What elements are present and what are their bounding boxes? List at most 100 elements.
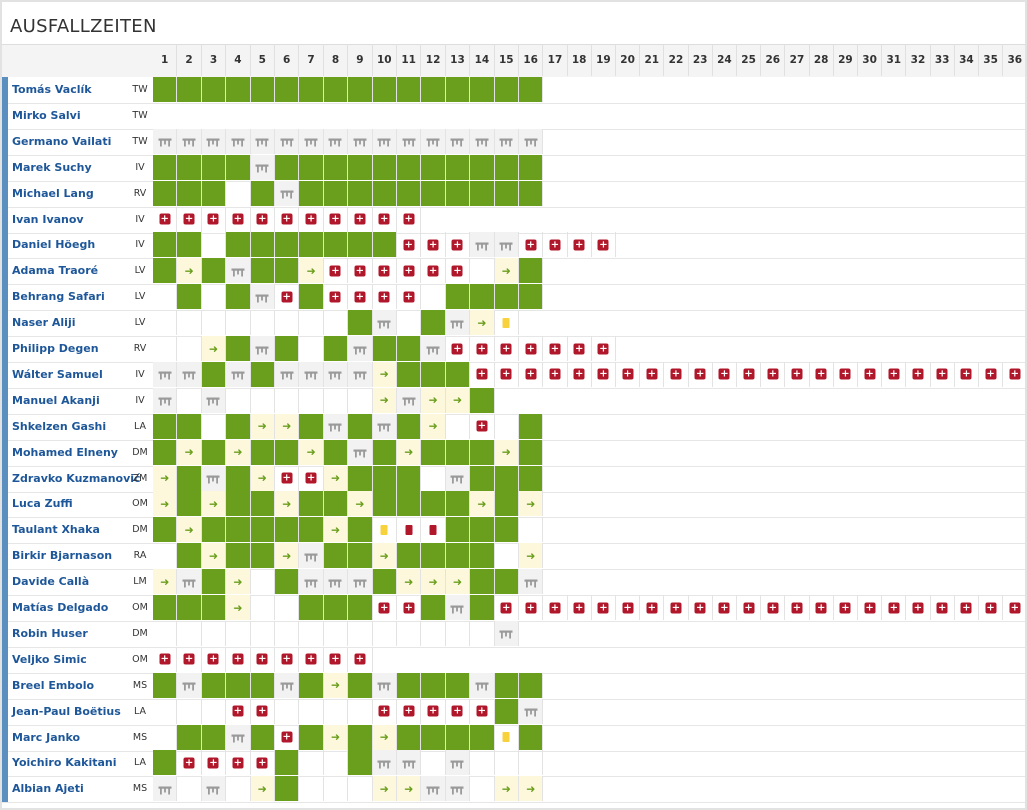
player-name-link[interactable]: Veljko Simic xyxy=(12,652,87,666)
cell-played xyxy=(372,154,397,180)
cell-substitution: ➜ xyxy=(372,361,397,387)
cell-played xyxy=(348,724,373,750)
cell-injury: + xyxy=(446,336,471,361)
player-name-link[interactable]: Birkir Bjarnason xyxy=(12,549,113,563)
injury-cross-icon: + xyxy=(305,653,317,665)
row-accent-bar xyxy=(2,387,8,414)
cell-red-card xyxy=(421,517,446,543)
player-name-link[interactable]: Ivan Ivanov xyxy=(12,212,84,226)
cell-injury: + xyxy=(226,698,251,724)
player-name-link[interactable]: Marek Suchy xyxy=(12,160,92,174)
player-name-link[interactable]: Behrang Safari xyxy=(12,290,105,304)
cell-played xyxy=(470,387,495,413)
player-name-link[interactable]: Mirko Salvi xyxy=(12,108,81,122)
row-accent-bar xyxy=(2,206,8,233)
cell-played xyxy=(519,77,544,102)
substitution-arrow-icon: ➜ xyxy=(208,497,219,511)
cell-empty xyxy=(348,620,373,646)
player-name-link[interactable]: Jean-Paul Boëtius xyxy=(12,704,121,718)
cell-played xyxy=(372,439,397,465)
player-row: Manuel Akanji IV ➜ ➜ ➜ xyxy=(2,387,1025,415)
injury-cross-icon: + xyxy=(427,265,439,277)
cell-bench xyxy=(299,128,324,154)
player-name-link[interactable]: Adama Traoré xyxy=(12,264,99,278)
matchday-23: 23 xyxy=(689,44,713,76)
player-name-link[interactable]: Robin Huser xyxy=(12,626,88,640)
cell-substitution: ➜ xyxy=(153,465,178,491)
player-name-link[interactable]: Luca Zuffi xyxy=(12,497,73,511)
substitution-arrow-icon: ➜ xyxy=(160,575,170,589)
cell-bench xyxy=(177,672,202,698)
cell-injury: + xyxy=(882,595,907,620)
player-name-link[interactable]: Zdravko Kuzmanović xyxy=(12,471,141,485)
substitution-arrow-icon: ➜ xyxy=(501,445,511,459)
bench-icon xyxy=(158,391,172,410)
player-name-link[interactable]: Shkelzen Gashi xyxy=(12,419,107,433)
player-name-link[interactable]: Germano Vailati xyxy=(12,134,112,148)
cell-played xyxy=(470,517,495,543)
cell-played xyxy=(299,595,324,620)
cell-played xyxy=(201,439,227,465)
cell-injury: + xyxy=(373,284,397,310)
player-name-link[interactable]: Tomás Vaclík xyxy=(12,83,92,96)
matchday-8: 8 xyxy=(324,44,349,76)
player-name-link[interactable]: Daniel Höegh xyxy=(12,238,96,252)
injury-cross-icon: + xyxy=(670,368,682,380)
cell-played xyxy=(348,154,373,180)
player-name-link[interactable]: Matías Delgado xyxy=(12,601,109,614)
player-position: MS xyxy=(132,783,148,795)
player-name-link[interactable]: Mohamed Elneny xyxy=(12,445,118,459)
player-name-link[interactable]: Taulant Xhaka xyxy=(12,523,100,537)
player-name-link[interactable]: Marc Janko xyxy=(12,730,81,744)
substitution-arrow-icon: ➜ xyxy=(208,342,219,355)
cell-red-card xyxy=(397,517,422,543)
cell-played xyxy=(153,413,178,439)
cell-injury: + xyxy=(713,361,737,387)
cell-injury: + xyxy=(568,232,592,258)
matchday-7: 7 xyxy=(299,44,324,76)
bench-icon xyxy=(328,417,342,436)
cell-played xyxy=(153,154,178,180)
bench-icon xyxy=(402,753,416,772)
cell-played xyxy=(494,491,519,517)
matchday-20: 20 xyxy=(616,44,641,76)
player-name-link[interactable]: Michael Lang xyxy=(12,186,94,200)
cell-played xyxy=(348,465,373,491)
injury-cross-icon: + xyxy=(573,368,585,380)
player-name-link[interactable]: Albian Ajeti xyxy=(12,782,84,796)
cell-injury: + xyxy=(251,206,275,232)
cell-played xyxy=(494,154,519,180)
injury-cross-icon: + xyxy=(791,368,803,380)
player-name-link[interactable]: Yoichiro Kakitani xyxy=(12,756,117,770)
cell-played xyxy=(275,750,300,776)
substitution-arrow-icon: ➜ xyxy=(330,678,341,692)
cell-substitution: ➜ xyxy=(250,776,275,802)
bench-icon xyxy=(231,261,245,280)
player-name-link[interactable]: Naser Aliji xyxy=(12,316,76,330)
cell-played xyxy=(397,77,422,102)
cell-substitution: ➜ xyxy=(323,465,349,491)
player-name-link[interactable]: Wálter Samuel xyxy=(12,367,103,381)
substitution-arrow-icon: ➜ xyxy=(282,549,292,563)
substitution-arrow-icon: ➜ xyxy=(306,445,316,459)
cell-injury: + xyxy=(275,284,300,310)
player-row: Luca Zuffi OM ➜ ➜ ➜ ➜ ➜ ➜ xyxy=(2,491,1025,519)
cell-bench xyxy=(323,569,349,595)
injury-cross-icon: + xyxy=(451,343,463,354)
player-position: ZM xyxy=(132,472,148,484)
cell-injury: + xyxy=(519,232,544,258)
cell-empty xyxy=(177,776,202,802)
substitution-arrow-icon: ➜ xyxy=(233,601,243,614)
player-name-link[interactable]: Breel Embolo xyxy=(12,678,95,692)
cell-played xyxy=(153,77,178,102)
cell-played xyxy=(494,698,519,724)
cell-empty xyxy=(495,543,519,569)
injury-cross-icon: + xyxy=(183,653,195,665)
player-name-link[interactable]: Manuel Akanji xyxy=(12,393,100,407)
player-name-link[interactable]: Davide Callà xyxy=(12,575,90,589)
cell-played xyxy=(201,77,227,102)
injury-cross-icon: + xyxy=(888,368,900,380)
cell-injury: + xyxy=(761,595,786,620)
player-name-link[interactable]: Philipp Degen xyxy=(12,342,99,355)
injury-cross-icon: + xyxy=(500,343,512,354)
